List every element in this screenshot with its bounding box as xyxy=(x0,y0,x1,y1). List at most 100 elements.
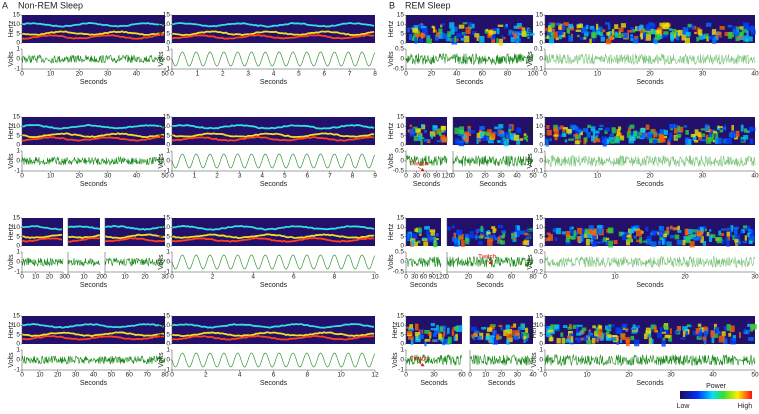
x-tick-label: 1 xyxy=(193,173,197,180)
spectrogram-cell xyxy=(585,238,590,246)
trace xyxy=(104,257,166,267)
spectrogram-cell xyxy=(697,323,702,327)
spectrogram-cell xyxy=(474,33,480,38)
y-axis-label: Volts xyxy=(527,51,534,67)
spectrogram-cell xyxy=(696,36,700,42)
spectrogram-cell xyxy=(588,329,591,332)
spectrogram-cell xyxy=(452,26,458,32)
spectrogram-cell xyxy=(730,337,736,345)
hz-tick-label: 5 xyxy=(400,331,404,338)
spectrogram-cell xyxy=(626,131,631,138)
spectrogram-cell xyxy=(556,338,561,344)
spectrogram-cell xyxy=(688,24,695,30)
spectrogram-cell xyxy=(734,228,738,235)
spectrogram-cell xyxy=(734,239,739,243)
x-tick-label: 30 xyxy=(699,173,707,180)
spectrogram-cell xyxy=(580,130,583,136)
spectrogram-cell xyxy=(528,32,535,36)
y-axis-label: Volts xyxy=(388,254,395,270)
spectrogram-cell xyxy=(611,28,615,36)
x-tick-label: 20 xyxy=(498,372,506,379)
spectrogram-cell xyxy=(596,328,603,335)
y-axis-label: Volts xyxy=(527,254,534,270)
spectrogram-cell xyxy=(424,338,431,342)
spectrogram-cell xyxy=(406,326,411,329)
spectrogram-cell xyxy=(504,132,510,139)
spectrogram-cell xyxy=(415,227,422,233)
spectrogram-cell xyxy=(593,130,600,134)
x-tick-label: 20 xyxy=(141,274,149,281)
spectrogram-cell xyxy=(690,234,697,238)
spectrogram-band xyxy=(171,236,375,243)
spectrogram-cell xyxy=(671,28,677,35)
spectrogram-cell xyxy=(605,240,609,245)
spectrogram-cell xyxy=(558,35,562,40)
spectrogram-cell xyxy=(605,38,612,45)
spectrogram-cell xyxy=(413,241,418,247)
twitch-label: Twitch xyxy=(410,161,429,168)
spectrogram-cell xyxy=(476,37,479,42)
spectrogram-cell xyxy=(627,228,632,236)
spectrogram-cell xyxy=(547,25,552,33)
spectrogram-cell xyxy=(489,30,493,36)
spectrogram-cell xyxy=(573,134,579,137)
volt-tick-label: -1 xyxy=(14,269,20,276)
spectrogram-cell xyxy=(639,24,644,31)
spectrogram-cell xyxy=(638,132,643,136)
x-tick-label: 20 xyxy=(54,372,62,379)
y-axis-label: Volts xyxy=(158,352,165,368)
spectrogram-cell xyxy=(436,325,439,332)
spectrogram-cell xyxy=(649,232,654,236)
spectrogram-cell xyxy=(717,331,721,335)
spectrogram-cell xyxy=(454,35,457,43)
spectrogram-cell xyxy=(497,133,503,137)
spectrogram xyxy=(22,117,165,145)
spectrogram-cell xyxy=(575,29,582,32)
x-tick-label: 40 xyxy=(486,274,494,281)
x-tick-label: 10 xyxy=(611,274,619,281)
spectrogram-cell xyxy=(677,229,682,233)
spectrogram-cell xyxy=(675,135,681,139)
y-axis-label: Volts xyxy=(8,153,15,169)
hz-tick-label: 10 xyxy=(13,123,21,130)
spectrogram-cell xyxy=(581,234,585,240)
spectrogram-cell xyxy=(584,228,591,235)
spectrogram-cell xyxy=(674,234,680,240)
spectrogram-band xyxy=(21,335,165,341)
x-tick-label: 3 xyxy=(246,71,250,78)
spectrogram-cell xyxy=(706,232,710,237)
spectrogram-cell xyxy=(545,237,551,242)
x-tick-label: 30 xyxy=(667,372,675,379)
twitch-label: Twitch xyxy=(410,356,429,363)
spectrogram-cell xyxy=(568,35,574,42)
x-tick-label: 40 xyxy=(133,71,141,78)
spectrogram-cell xyxy=(419,233,422,236)
y-axis-label: Volts xyxy=(8,254,15,270)
spectrogram-cell xyxy=(503,36,506,40)
spectrogram-cell xyxy=(418,334,424,340)
spectrogram-cell xyxy=(602,237,608,242)
spectrogram-cell xyxy=(599,124,604,128)
hz-tick-label: 10 xyxy=(536,224,544,231)
x-axis-label: Seconds xyxy=(413,181,441,188)
spectrogram-cell xyxy=(523,240,529,246)
spectrogram-cell xyxy=(491,37,496,43)
spectrogram-cell xyxy=(639,135,644,139)
x-axis-label: Seconds xyxy=(636,380,664,387)
x-tick-label: 12 xyxy=(371,372,379,379)
spectrogram-cell xyxy=(548,22,552,27)
x-tick-label: 2 xyxy=(215,173,219,180)
spectrogram-cell xyxy=(726,324,731,331)
spectrogram-cell xyxy=(719,26,725,30)
spectrogram-cell xyxy=(457,134,462,137)
x-tick-label: 60 xyxy=(126,372,134,379)
spectrogram-cell xyxy=(598,26,603,32)
spectrogram-cell xyxy=(499,234,503,240)
trace xyxy=(21,54,166,65)
spectrogram-cell xyxy=(749,329,753,332)
spectrogram-cell xyxy=(553,134,559,137)
spectrogram-cell xyxy=(480,126,485,131)
x-tick-label: 8 xyxy=(333,274,337,281)
spectrogram-cell xyxy=(697,230,703,237)
trace xyxy=(405,353,463,367)
